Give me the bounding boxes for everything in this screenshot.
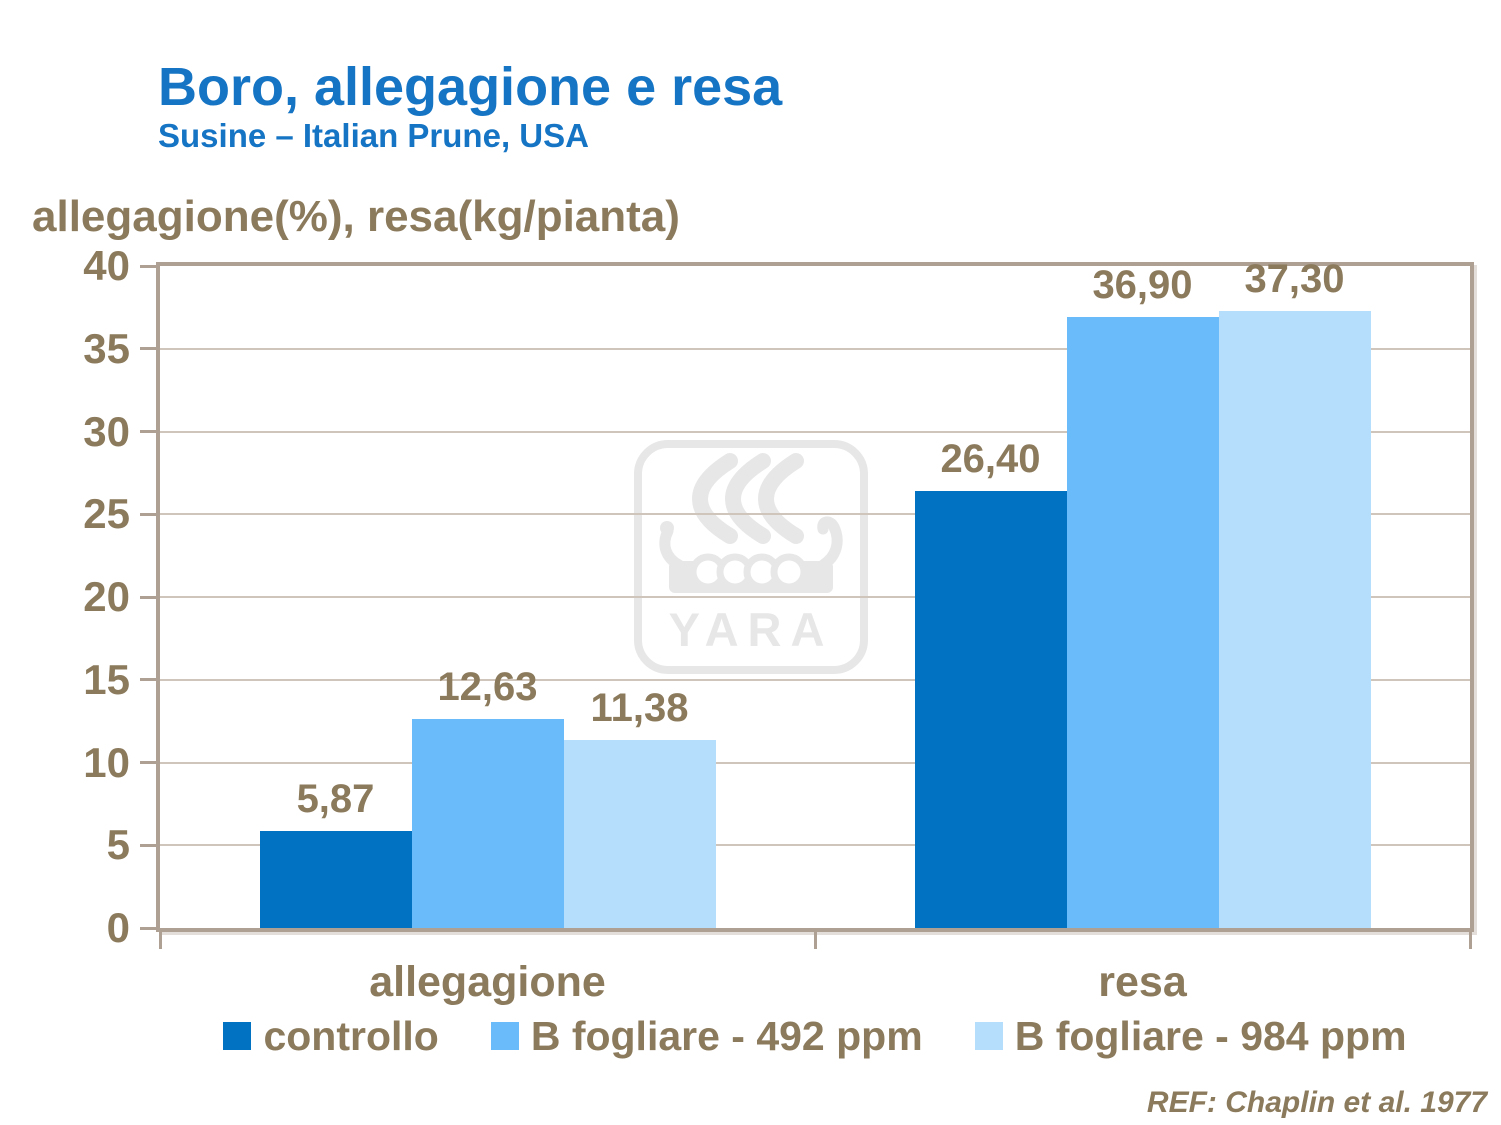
watermark-ship-hull-icon: [659, 516, 843, 593]
gridline: [160, 678, 1470, 681]
legend-swatch-icon: [490, 1022, 519, 1050]
bar-value-label: 37,30: [1244, 256, 1345, 301]
bar-value-label: 11,38: [590, 685, 689, 730]
y-axis-tick-label: 5: [106, 821, 130, 869]
x-axis-tick-mark: [1468, 932, 1472, 949]
legend-item-b-fogliare-984-ppm: B fogliare - 984 ppm: [974, 1013, 1407, 1059]
y-axis-tick-mark: [140, 761, 158, 764]
legend-label: B fogliare - 492 ppm: [530, 1013, 923, 1059]
y-axis-tick-mark: [140, 430, 158, 433]
y-axis-tick-label: 40: [83, 242, 130, 289]
legend-label: controllo: [263, 1013, 439, 1059]
legend-item-controllo: controllo: [223, 1013, 439, 1059]
legend-swatch-icon: [223, 1022, 252, 1050]
legend: controllo B fogliare - 492 ppm B fogliare …: [160, 1008, 1470, 1064]
bar-resa-b-fogliare-984-ppm: [1218, 310, 1371, 928]
y-axis-tick-mark: [140, 678, 158, 682]
y-axis-tick-label: 15: [83, 655, 130, 703]
bar-allegagione-controllo: [259, 830, 412, 928]
x-axis-tick-mark: [813, 932, 817, 949]
page-subtitle: Susine – Italian Prune, USA: [158, 117, 589, 154]
y-axis-tick-label: 20: [83, 573, 130, 620]
y-axis-unit-label: allegagione(%), resa(kg/pianta): [32, 192, 680, 241]
y-axis-tick-label: 30: [83, 407, 130, 455]
plot-area: YARA: [156, 262, 1474, 932]
y-axis-tick-mark: [140, 843, 158, 847]
gridline: [160, 761, 1470, 764]
legend-label: B fogliare - 984 ppm: [1014, 1013, 1407, 1059]
bar-value-label: 26,40: [940, 437, 1041, 482]
y-axis-tick-label: 35: [83, 324, 130, 372]
bar-resa-b-fogliare-492-ppm: [1066, 317, 1219, 928]
watermark-brand-text: YARA: [669, 603, 834, 656]
y-axis-tick-mark: [140, 347, 158, 351]
page-title: Boro, allegagione e resa: [158, 57, 783, 117]
bar-value-label: 5,87: [296, 776, 375, 821]
gridline: [160, 430, 1470, 433]
y-axis-tick-label: 0: [106, 904, 130, 951]
reference-text: REF: Chaplin et al. 1977: [1146, 1086, 1487, 1119]
category-label-allegagione: allegagione: [369, 958, 606, 1006]
bar-allegagione-b-fogliare-492-ppm: [411, 718, 564, 928]
category-label-resa: resa: [1098, 958, 1187, 1006]
bar-resa-controllo: [914, 491, 1067, 928]
y-axis-tick-mark: [140, 926, 158, 930]
watermark-frame: [634, 440, 868, 674]
y-axis-tick-mark: [140, 512, 158, 516]
y-axis-tick-label: 10: [83, 738, 130, 786]
legend-item-b-fogliare-492-ppm: B fogliare - 492 ppm: [490, 1013, 923, 1059]
y-axis-tick-label: 25: [83, 490, 130, 538]
watermark-sails-icon: [692, 453, 804, 544]
gridline: [160, 844, 1470, 847]
bar-allegagione-b-fogliare-984-ppm: [563, 739, 716, 928]
y-axis-tick-mark: [140, 264, 158, 268]
y-axis-tick-mark: [140, 595, 158, 599]
yara-watermark-logo: YARA: [634, 440, 868, 674]
legend-swatch-icon: [974, 1022, 1003, 1050]
gridline: [160, 347, 1470, 350]
bar-value-label: 36,90: [1092, 263, 1193, 308]
gridline: [160, 513, 1470, 516]
bar-value-label: 12,63: [437, 664, 538, 709]
gridline: [160, 596, 1470, 598]
x-axis-tick-mark: [158, 932, 162, 949]
